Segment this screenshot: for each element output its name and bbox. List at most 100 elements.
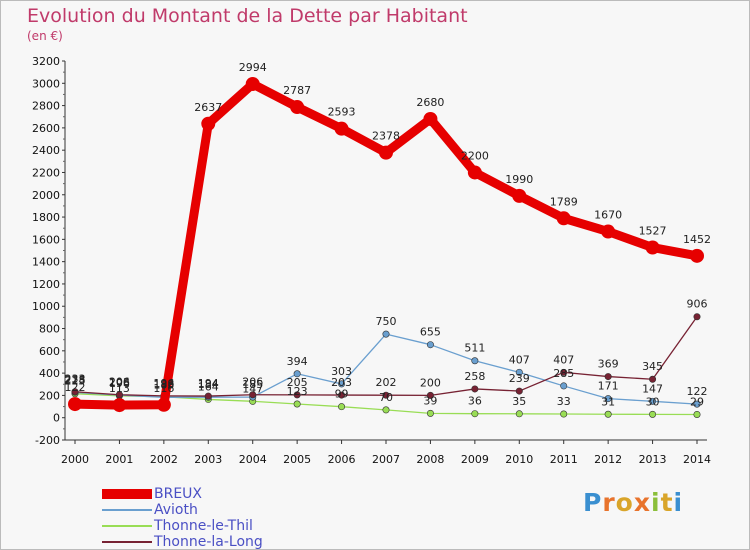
legend-swatch [102,525,152,527]
data-point [515,368,523,376]
data-label: 196 [109,377,130,390]
y-tick-label: 200 [39,389,60,402]
chart-title: Evolution du Montant de la Dette par Hab… [27,5,468,27]
data-label: 203 [109,376,130,389]
x-tick-label: 2002 [150,453,178,466]
data-point [471,357,479,365]
data-label: 233 [65,373,86,386]
data-label: 407 [553,353,574,366]
y-tick-label: 600 [39,345,60,358]
data-label: 206 [109,376,130,389]
data-label: 394 [287,355,308,368]
y-tick-label: 1000 [32,300,60,313]
data-label: 215 [65,375,86,388]
data-label: 31 [601,395,615,408]
data-point [560,382,568,390]
data-label: 184 [198,378,219,391]
data-label: 258 [464,370,485,383]
data-point [379,145,393,160]
series-layer [68,76,704,418]
data-label: 35 [512,395,526,408]
data-label: 1789 [550,195,578,208]
data-point [293,400,301,408]
data-label: 70 [379,391,393,404]
data-label: 122 [687,385,708,398]
data-label: 194 [198,377,219,390]
data-label: 185 [242,378,263,391]
data-point [71,388,79,396]
proxiti-logo: Proxiti [583,488,683,517]
data-point [156,397,171,412]
data-label: 122 [65,381,86,394]
data-label: 147 [642,382,663,395]
x-tick-label: 2012 [594,453,622,466]
data-point [693,410,701,418]
data-point [649,375,657,383]
x-tick-label: 2004 [239,453,267,466]
data-point [201,116,216,131]
logo-letter: o [615,488,634,517]
data-label: 30 [646,395,660,408]
data-label: 2787 [283,84,311,97]
data-label: 113 [109,382,130,395]
data-label: 29 [690,395,704,408]
data-label: 188 [153,378,174,391]
data-point [334,121,349,136]
data-label: 116 [153,382,174,395]
data-label: 205 [287,376,308,389]
x-tick-label: 2014 [683,453,711,466]
data-point [467,165,482,180]
data-point [338,380,346,388]
chart-subtitle: (en €) [27,29,63,43]
data-point [382,391,390,399]
data-point [68,397,82,412]
data-label: 203 [331,376,352,389]
data-point [290,100,305,115]
y-tick-label: 2800 [32,100,60,113]
logo-letter: P [583,488,603,517]
y-tick-label: -200 [35,434,60,447]
data-point [382,406,390,414]
data-point [245,76,260,91]
data-label: 1990 [505,173,533,186]
data-point [338,403,346,411]
data-point [293,370,301,378]
data-point [471,385,479,393]
data-point [601,224,616,239]
data-label: 164 [198,380,219,393]
data-point [382,330,390,338]
data-label: 196 [153,377,174,390]
y-tick-label: 2600 [32,122,60,135]
logo-letter: r [602,488,616,517]
data-point [426,391,434,399]
data-label: 407 [509,353,530,366]
data-point [515,387,523,395]
data-label: 2680 [416,96,444,109]
data-point [204,392,212,400]
y-tick-label: 3200 [32,55,60,68]
logo-letter: i [673,488,684,517]
data-point [604,373,612,381]
data-label: 200 [420,376,441,389]
data-label: 750 [376,315,397,328]
data-label: 2378 [372,130,400,143]
x-tick-label: 2000 [61,453,89,466]
data-label: 99 [335,388,349,401]
x-tick-label: 2001 [105,453,133,466]
data-label: 285 [553,367,574,380]
y-tick-label: 2200 [32,166,60,179]
legend-label: Avioth [154,502,198,518]
x-tick-label: 2006 [328,453,356,466]
data-point [423,111,438,126]
y-tick-label: 400 [39,367,60,380]
legend-label: Thonne-la-Long [154,534,263,550]
legend-label: BREUX [154,486,203,502]
data-label: 36 [468,395,482,408]
x-tick-label: 2005 [283,453,311,466]
data-point [649,397,657,405]
x-tick-label: 2009 [461,453,489,466]
legend-swatch [102,541,152,543]
data-label: 39 [423,394,437,407]
